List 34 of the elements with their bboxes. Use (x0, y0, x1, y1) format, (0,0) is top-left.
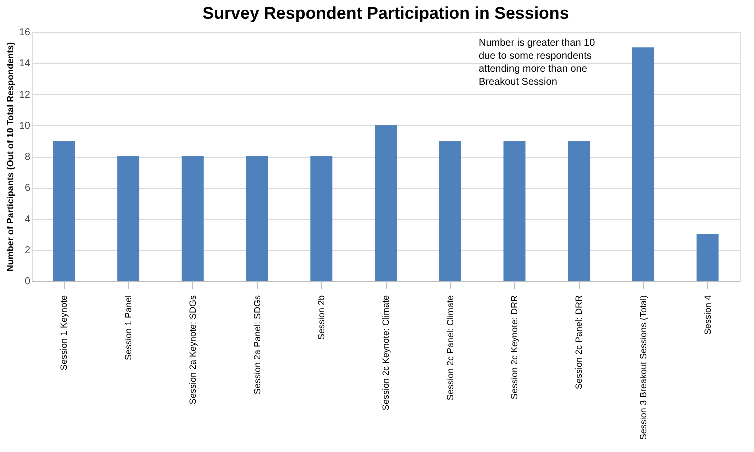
bar (310, 156, 333, 281)
y-tick-label: 12 (19, 90, 31, 101)
x-tick-label: Session 2c Panel: DRR (574, 295, 584, 390)
bar (632, 48, 654, 281)
y-tick-label: 10 (19, 120, 31, 132)
y-tick-label: 8 (24, 152, 31, 163)
x-tick-label: Session 2c Keynote: DRR (510, 295, 520, 400)
bar (375, 125, 397, 281)
y-tick-label: 6 (24, 183, 31, 194)
x-tick-label: Session 2a Panel: SDGs (252, 295, 262, 395)
bar (182, 156, 204, 281)
bar (439, 140, 462, 281)
x-tick-label: Session 2b (316, 296, 327, 340)
x-tick-label: Session 1 Panel (124, 296, 134, 361)
bar (696, 234, 719, 281)
y-tick-label: 4 (24, 214, 31, 226)
y-axis-title: Number of Participants (Out of 10 Total Respondents) (5, 42, 16, 272)
bar (568, 140, 590, 281)
annotation: Number is greater than 10 due to some respondents attending more than one Breakout Session (479, 38, 596, 88)
bar (246, 156, 268, 281)
x-tick-label: Session 3 Breakout Sessions (Total) (638, 296, 648, 440)
y-tick-label: 14 (19, 58, 31, 70)
x-tick-label: Session 2a Keynote: SDGs (188, 295, 198, 405)
y-tick-label: 16 (19, 28, 31, 38)
y-tick-label: 0 (24, 276, 31, 288)
chart-title: Survey Respondent Participation in Sessions (202, 4, 570, 23)
x-tick-label: Session 1 Keynote (59, 296, 70, 371)
bar (118, 156, 140, 281)
x-tick-label: Session 2c Panel: Climate (445, 296, 456, 401)
bar (53, 140, 76, 281)
y-tick-label: 2 (24, 245, 31, 256)
x-tick-label: Session 4 (702, 296, 713, 336)
bar (504, 140, 526, 281)
x-tick-label: Session 2c Keynote: Climate (381, 296, 391, 411)
